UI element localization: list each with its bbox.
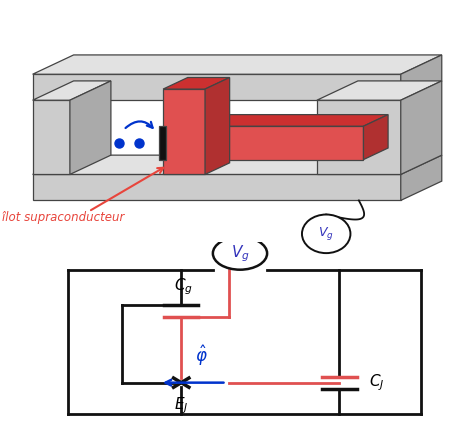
Polygon shape: [163, 78, 230, 89]
Polygon shape: [317, 100, 401, 174]
Polygon shape: [186, 126, 363, 160]
Polygon shape: [33, 174, 401, 200]
Text: $C_J$: $C_J$: [369, 372, 384, 393]
Circle shape: [213, 237, 267, 270]
Circle shape: [302, 214, 350, 253]
Polygon shape: [33, 81, 111, 100]
Polygon shape: [401, 81, 442, 174]
Polygon shape: [33, 55, 442, 74]
Polygon shape: [33, 100, 70, 174]
Polygon shape: [363, 115, 388, 160]
Polygon shape: [186, 115, 388, 126]
Polygon shape: [33, 74, 401, 100]
Polygon shape: [163, 89, 205, 174]
Polygon shape: [401, 55, 442, 100]
Text: îlot supraconducteur: îlot supraconducteur: [2, 211, 125, 224]
Text: $V_g$: $V_g$: [318, 225, 334, 242]
Text: $E_J$: $E_J$: [174, 396, 188, 416]
Polygon shape: [205, 78, 230, 174]
Polygon shape: [159, 126, 166, 160]
Polygon shape: [317, 81, 442, 100]
Polygon shape: [33, 155, 442, 174]
Polygon shape: [70, 81, 111, 174]
Polygon shape: [401, 155, 442, 200]
Text: $V_g$: $V_g$: [231, 243, 249, 264]
Text: $C_g$: $C_g$: [174, 276, 193, 297]
Text: $\hat{\varphi}$: $\hat{\varphi}$: [195, 343, 208, 368]
